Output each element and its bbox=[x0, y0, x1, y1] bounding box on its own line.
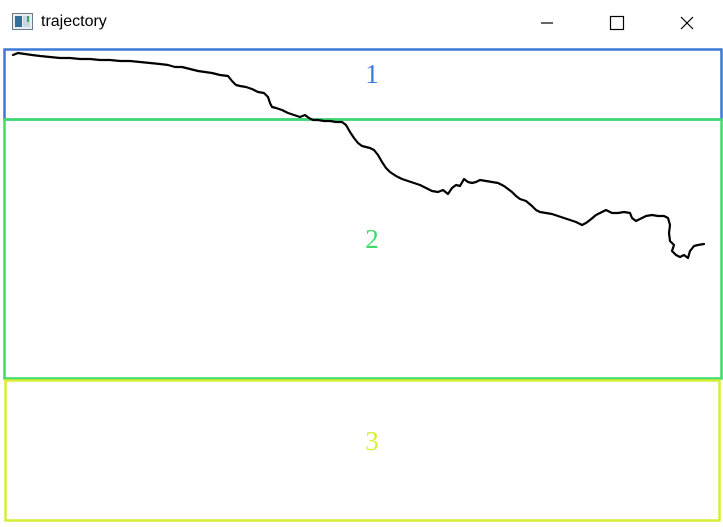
region-3-label: 3 bbox=[365, 426, 379, 456]
title-bar[interactable]: trajectory bbox=[0, 0, 723, 45]
region-2-box bbox=[3, 118, 723, 380]
trajectory-plot: 1 2 3 bbox=[3, 48, 723, 522]
region-1-label: 1 bbox=[365, 59, 379, 89]
close-button[interactable] bbox=[652, 0, 722, 45]
trajectory-line bbox=[11, 51, 706, 260]
close-icon bbox=[680, 16, 694, 29]
region-2-label: 2 bbox=[365, 224, 379, 254]
minimize-button[interactable] bbox=[512, 0, 582, 45]
maximize-icon bbox=[609, 15, 625, 30]
maximize-button[interactable] bbox=[582, 0, 652, 45]
app-icon bbox=[12, 13, 33, 30]
minimize-icon bbox=[541, 21, 553, 24]
region-3-box bbox=[4, 379, 721, 522]
window-title: trajectory bbox=[41, 13, 107, 30]
trajectory-canvas: 1 2 3 bbox=[0, 45, 723, 527]
